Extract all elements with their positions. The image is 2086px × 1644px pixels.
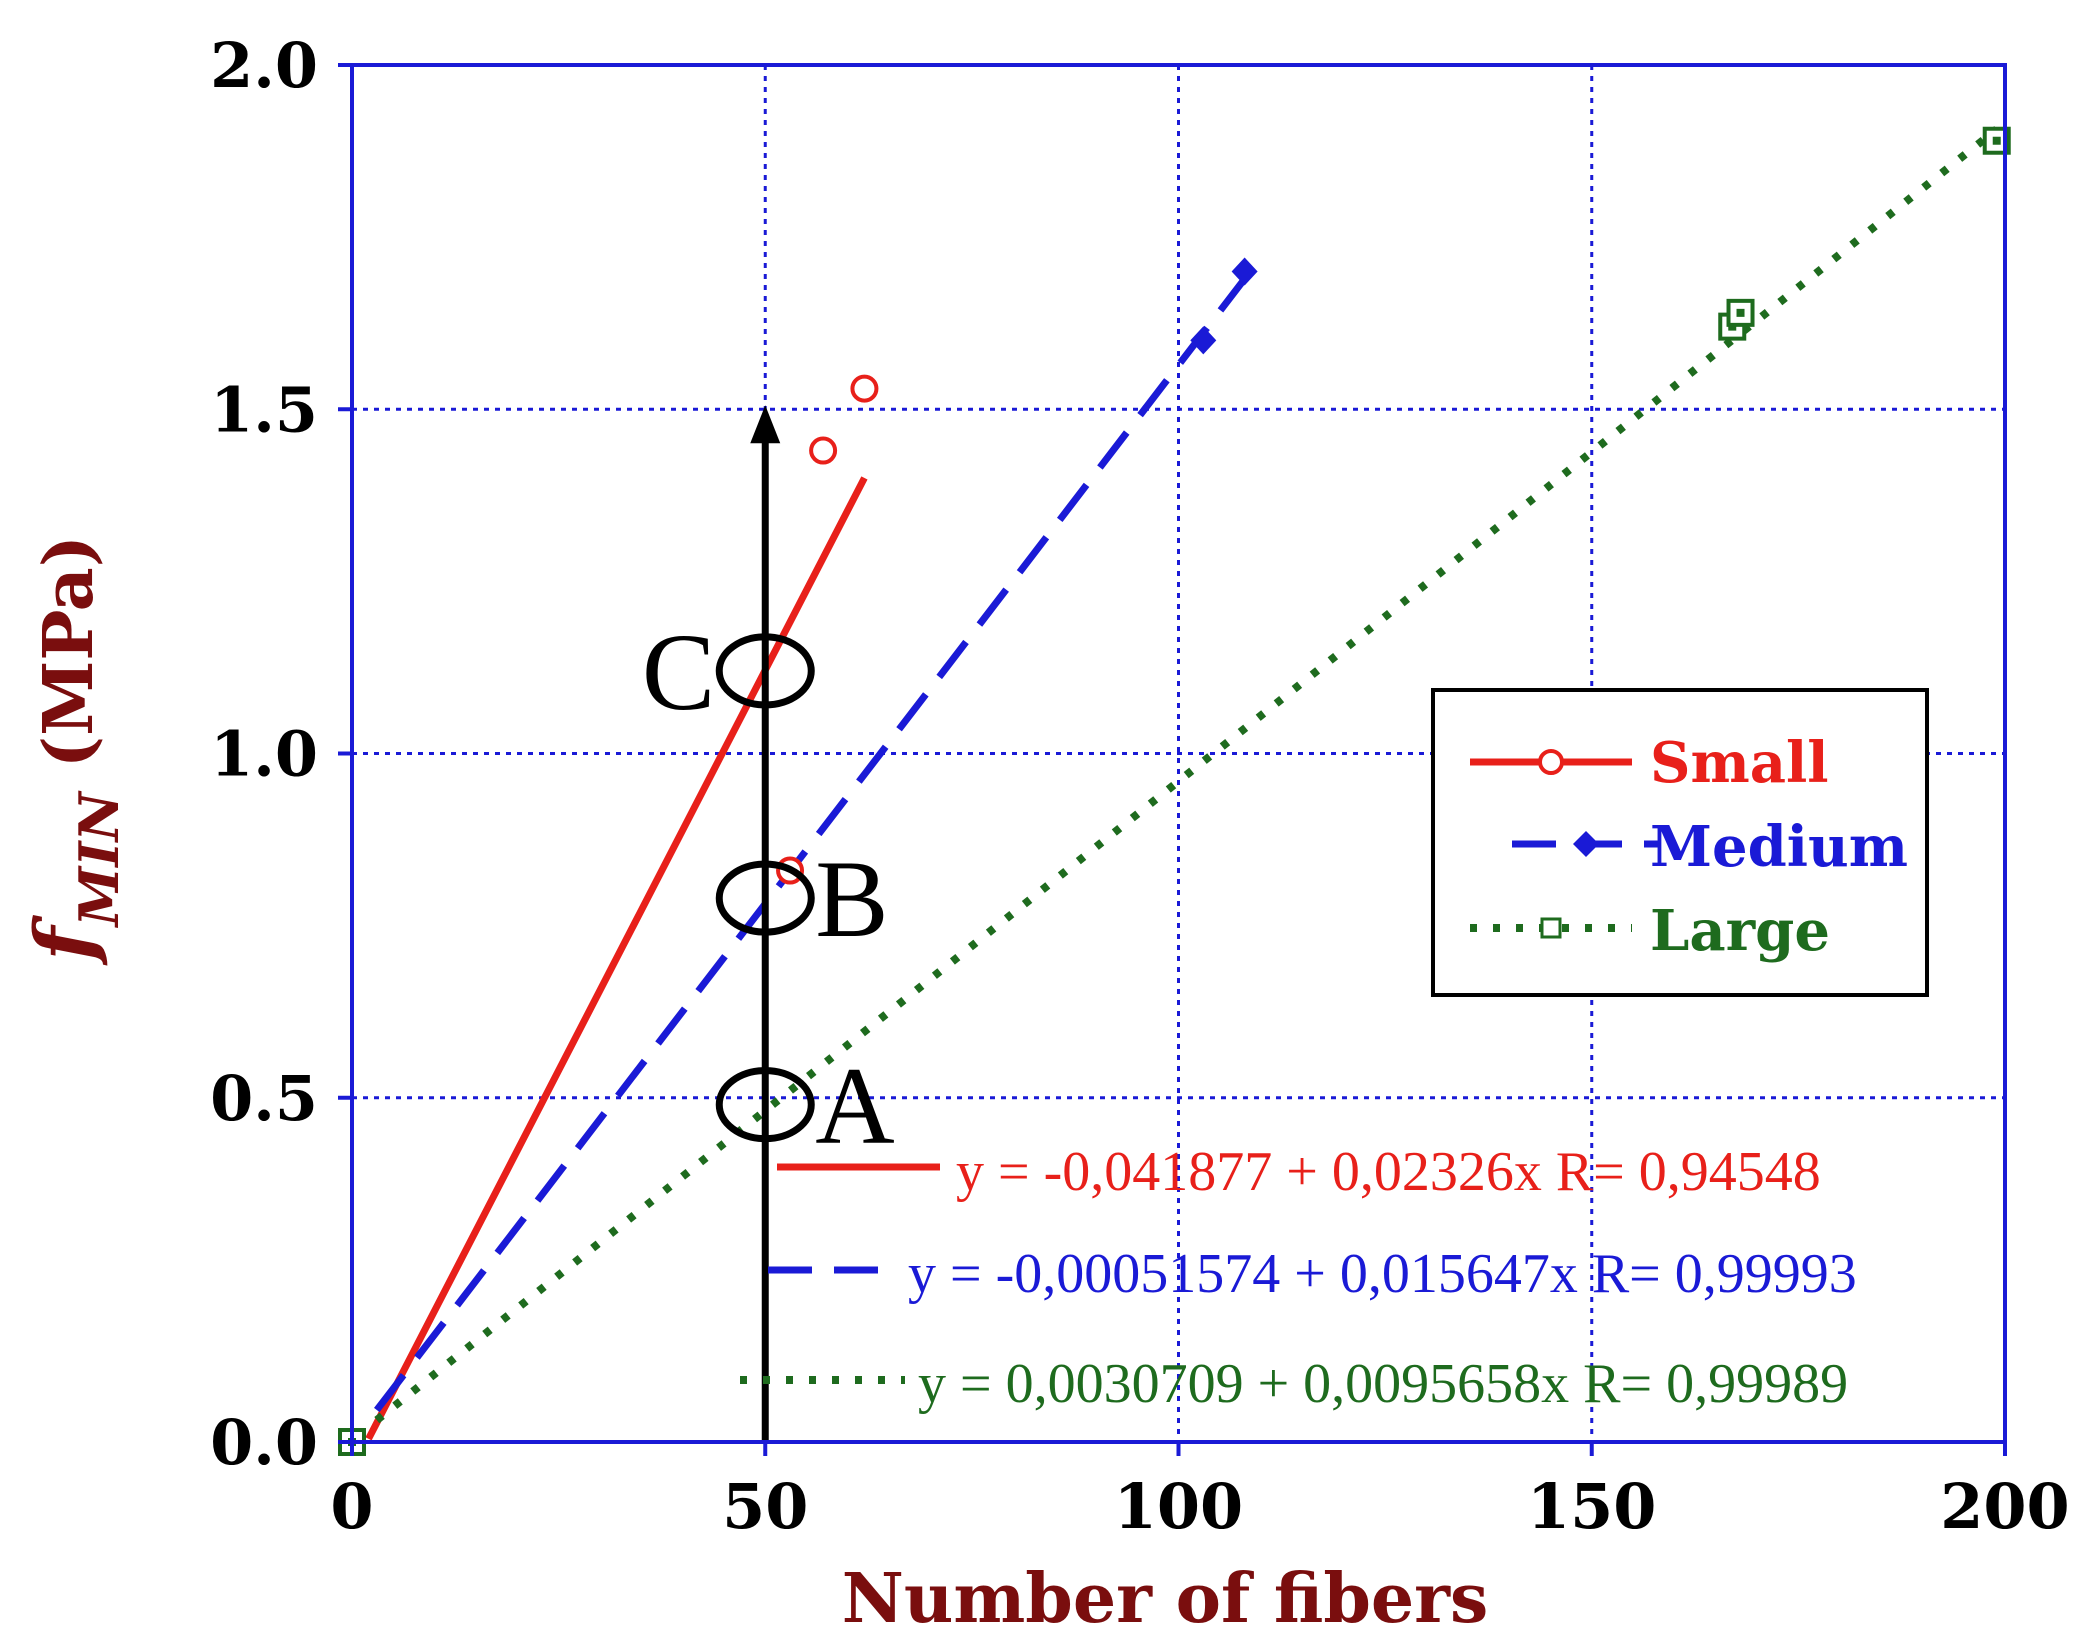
plot-frame <box>338 63 2007 1456</box>
legend-large-label: Large <box>1650 898 1830 964</box>
legend-entry-medium: Medium <box>1512 814 1908 880</box>
point-circle-c <box>715 633 815 709</box>
legend-small-label: Small <box>1650 730 1829 796</box>
y-axis-title-subscript: MIN <box>67 789 131 928</box>
point-circle-a <box>715 1067 815 1143</box>
x-tick-label: 100 <box>1114 1470 1243 1543</box>
y-tick-label: 1.0 <box>210 718 318 791</box>
legend: Small Medium Large <box>1431 688 1929 997</box>
data-point-small <box>850 374 879 403</box>
data-point-small <box>809 436 838 465</box>
y-tick-label: 2.0 <box>210 29 318 102</box>
data-point-medium <box>1190 326 1217 355</box>
point-label-a: A <box>815 1045 894 1167</box>
point-label-b: B <box>815 838 888 960</box>
y-tick-label: 0.5 <box>210 1062 318 1135</box>
regression-equations: y = -0,041877 + 0,02326x R= 0,94548 y = … <box>740 1141 1857 1415</box>
data-point-medium <box>1231 257 1258 286</box>
y-tick-label: 1.5 <box>210 373 318 446</box>
x-tick-label: 200 <box>1940 1470 2069 1543</box>
equation-medium: y = -0,00051574 + 0,015647x R= 0,99993 <box>908 1243 1857 1305</box>
data-point-large-inner <box>1992 136 2001 145</box>
legend-medium-label: Medium <box>1650 814 1908 880</box>
fit-line-medium <box>374 276 1248 1413</box>
equation-small: y = -0,041877 + 0,02326x R= 0,94548 <box>956 1141 1821 1203</box>
x-axis-title: Number of fibers <box>842 1559 1489 1639</box>
x-tick-label: 150 <box>1527 1470 1656 1543</box>
point-label-c: C <box>642 611 715 733</box>
y-axis-title: fMIN(MPa) <box>17 535 131 966</box>
legend-medium-marker <box>1573 831 1599 857</box>
legend-entry-small: Small <box>1470 730 1829 796</box>
legend-entry-large: Large <box>1470 898 1830 964</box>
equation-large: y = 0,0030709 + 0,0095658x R= 0,99989 <box>918 1353 1848 1415</box>
data-point-large-inner <box>1736 308 1745 317</box>
legend-large-marker <box>1540 917 1562 939</box>
y-axis-title-unit: (MPa) <box>29 535 109 768</box>
fit-line-large <box>374 126 2000 1424</box>
annotations: ABC <box>642 405 895 1442</box>
arrow-head <box>750 405 781 444</box>
fit-line-small <box>365 476 868 1441</box>
x-tick-label: 0 <box>330 1470 373 1543</box>
tick-labels: 0 50 100 150 200 0.0 0.5 1.0 1.5 2.0 <box>210 29 2070 1543</box>
x-tick-label: 50 <box>722 1470 808 1543</box>
point-circle-b <box>715 860 815 936</box>
legend-small-marker <box>1538 749 1564 775</box>
y-tick-label: 0.0 <box>210 1406 318 1479</box>
